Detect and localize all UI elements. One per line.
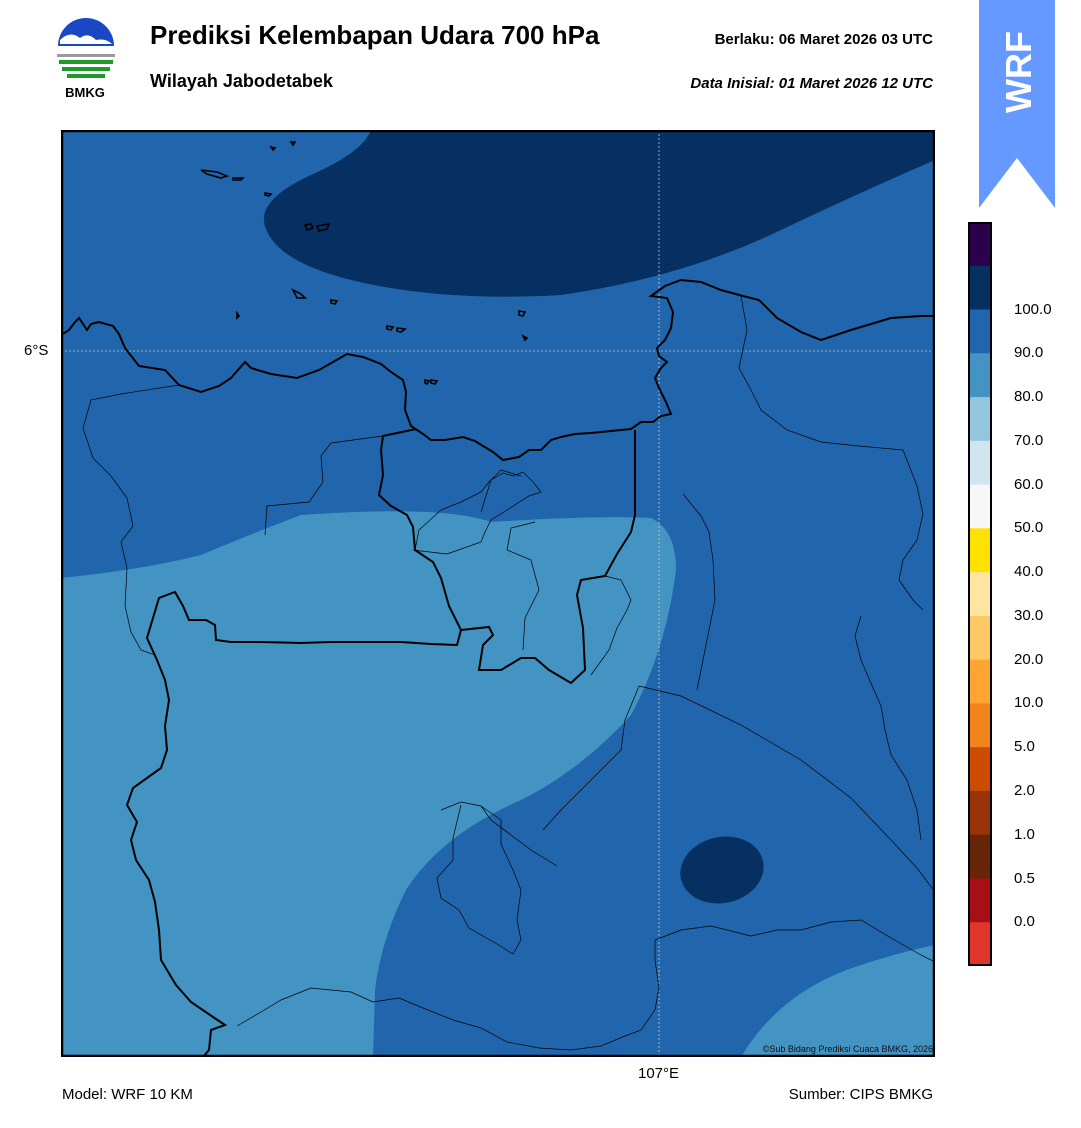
map-frame xyxy=(61,130,935,1057)
colorbar-segment xyxy=(968,440,992,486)
colorbar-segment xyxy=(968,878,992,923)
colorbar-segment xyxy=(968,397,992,442)
colorbar-label: 70.0 xyxy=(1014,431,1044,449)
regency-borders xyxy=(82,295,935,1051)
colorbar-segment xyxy=(968,309,992,354)
colorbar-segment xyxy=(968,572,992,617)
colorbar-segment xyxy=(968,747,992,792)
colorbar-label: 5.0 xyxy=(1014,738,1035,756)
colorbar-segment xyxy=(968,703,992,748)
colorbar-label: 50.0 xyxy=(1014,519,1044,537)
colorbar-label: 60.0 xyxy=(1014,475,1044,493)
colorbar-label: 90.0 xyxy=(1014,344,1044,362)
colorbar-segment xyxy=(968,922,992,966)
province-border xyxy=(125,428,463,1057)
initial-time: Data Inisial: 01 Maret 2026 12 UTC xyxy=(690,75,933,92)
colorbar-segment xyxy=(968,222,992,267)
colorbar-label: 40.0 xyxy=(1014,563,1044,581)
colorbar-segment xyxy=(968,659,992,704)
humidity-zone-70-80-corner xyxy=(741,945,935,1057)
page-subtitle: Wilayah Jabodetabek xyxy=(150,71,333,91)
colorbar-label: 1.0 xyxy=(1014,825,1035,843)
logo-text: BMKG xyxy=(65,85,105,100)
model-label: Model: WRF 10 KM xyxy=(62,1086,193,1103)
lat-label: 6°S xyxy=(24,342,49,359)
colorbar-segment xyxy=(968,353,992,398)
colorbar-label: 100.0 xyxy=(1014,300,1052,318)
wrf-badge-text: WRF xyxy=(998,31,1039,113)
wrf-badge: WRF xyxy=(979,0,1055,208)
coastline xyxy=(61,278,935,462)
islands xyxy=(200,141,529,386)
colorbar-segment xyxy=(968,615,992,661)
source-label: Sumber: CIPS BMKG xyxy=(788,1086,933,1103)
colorbar-segment xyxy=(968,528,992,573)
colorbar-segments xyxy=(968,222,992,966)
colorbar-label: 20.0 xyxy=(1014,650,1044,668)
colorbar xyxy=(968,222,992,966)
colorbar-segment xyxy=(968,265,992,311)
colorbar-label: 2.0 xyxy=(1014,781,1035,799)
page-title: Prediksi Kelembapan Udara 700 hPa xyxy=(150,20,600,50)
humidity-zone-90-100 xyxy=(263,130,935,297)
colorbar-label: 0.5 xyxy=(1014,869,1035,887)
colorbar-segment xyxy=(968,790,992,836)
humidity-zone-90-100-oval xyxy=(680,836,764,904)
lon-label: 107°E xyxy=(638,1065,680,1082)
colorbar-segment xyxy=(968,484,992,529)
province-border-east xyxy=(460,430,636,685)
colorbar-label: 30.0 xyxy=(1014,606,1044,624)
map-credit: ©Sub Bidang Prediksi Cuaca BMKG, 2026 xyxy=(762,1044,933,1054)
valid-time: Berlaku: 06 Maret 2026 03 UTC xyxy=(714,31,933,48)
bmkg-logo-icon xyxy=(57,18,115,78)
colorbar-label: 80.0 xyxy=(1014,388,1044,406)
colorbar-label: 10.0 xyxy=(1014,694,1044,712)
humidity-zone-70-80 xyxy=(61,511,676,1057)
colorbar-segment xyxy=(968,834,992,879)
colorbar-label: 0.0 xyxy=(1014,913,1035,931)
humidity-map xyxy=(61,130,935,1057)
